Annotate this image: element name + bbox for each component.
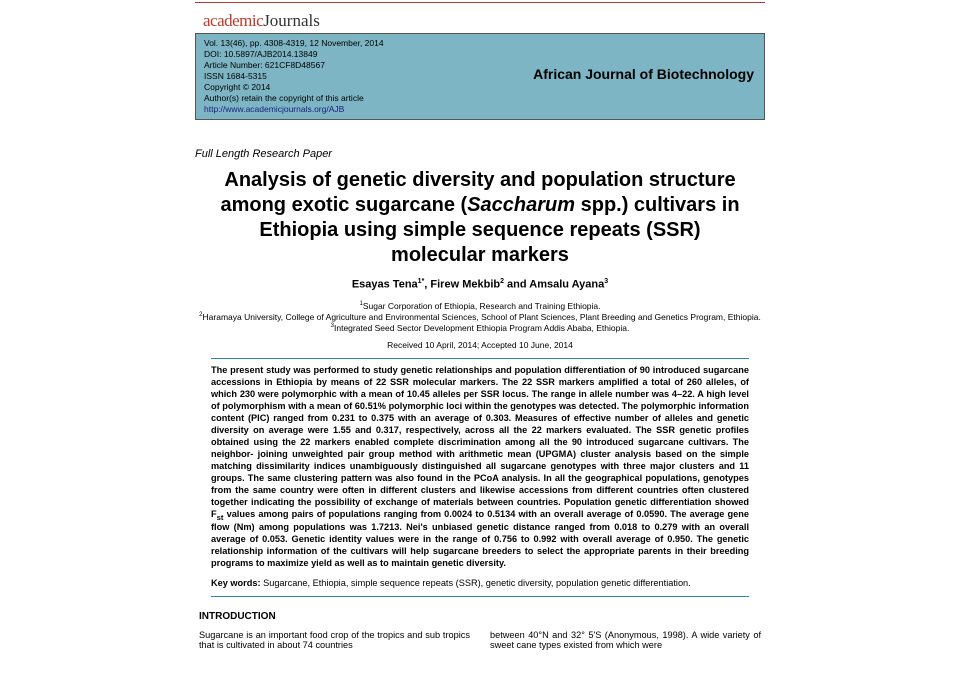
publication-info: Vol. 13(46), pp. 4308-4319, 12 November,… bbox=[204, 38, 535, 115]
rights-line: Author(s) retain the copyright of this a… bbox=[204, 93, 535, 104]
abstract-text: The present study was performed to study… bbox=[211, 365, 749, 568]
affil-2: 2Haramaya University, College of Agricul… bbox=[195, 312, 765, 323]
authors: Esayas Tena1*, Firew Mekbib2 and Amsalu … bbox=[195, 278, 765, 291]
keywords-text: Sugarcane, Ethiopia, simple sequence rep… bbox=[261, 578, 691, 588]
doi-line: DOI: 10.5897/AJB2014.13849 bbox=[204, 49, 535, 60]
affiliations: 1Sugar Corporation of Ethiopia, Research… bbox=[195, 301, 765, 334]
content-container: academicJournals Vol. 13(46), pp. 4308-4… bbox=[195, 2, 765, 650]
title-line-2a: among exotic sugarcane ( bbox=[220, 194, 467, 216]
title-line-4: molecular markers bbox=[391, 244, 569, 266]
introduction-heading: INTRODUCTION bbox=[199, 611, 765, 622]
journal-url[interactable]: http://www.academicjournals.org/AJB bbox=[204, 104, 344, 114]
title-line-3: Ethiopia using simple sequence repeats (… bbox=[259, 219, 700, 241]
intro-col-2: between 40°N and 32° 5'S (Anonymous, 199… bbox=[490, 630, 761, 650]
paper-page: academicJournals Vol. 13(46), pp. 4308-4… bbox=[0, 0, 960, 699]
header-box: Vol. 13(46), pp. 4308-4319, 12 November,… bbox=[195, 33, 765, 120]
affil-3: 3Integrated Seed Sector Development Ethi… bbox=[195, 323, 765, 334]
logo-prefix: academic bbox=[203, 11, 263, 30]
abstract-box: The present study was performed to study… bbox=[211, 358, 749, 597]
logo-suffix: Journals bbox=[263, 11, 320, 30]
title-line-1: Analysis of genetic diversity and popula… bbox=[224, 169, 735, 191]
title-italic: Saccharum bbox=[467, 194, 575, 216]
paper-title: Analysis of genetic diversity and popula… bbox=[195, 168, 765, 268]
volume-line: Vol. 13(46), pp. 4308-4319, 12 November,… bbox=[204, 38, 535, 49]
intro-columns: Sugarcane is an important food crop of t… bbox=[195, 630, 765, 650]
section-label: Full Length Research Paper bbox=[195, 148, 765, 160]
keywords-label: Key words: bbox=[211, 578, 261, 588]
journal-name: African Journal of Biotechnology bbox=[533, 66, 754, 82]
publisher-logo: academicJournals bbox=[195, 7, 765, 33]
issn-line: ISSN 1684-5315 bbox=[204, 71, 535, 82]
keywords-line: Key words: Sugarcane, Ethiopia, simple s… bbox=[211, 578, 749, 590]
article-number-line: Article Number: 621CF8D48567 bbox=[204, 60, 535, 71]
received-accepted: Received 10 April, 2014; Accepted 10 Jun… bbox=[195, 340, 765, 350]
affil-1: 1Sugar Corporation of Ethiopia, Research… bbox=[195, 301, 765, 312]
copyright-line: Copyright © 2014 bbox=[204, 82, 535, 93]
top-rule bbox=[195, 2, 765, 3]
intro-col-1: Sugarcane is an important food crop of t… bbox=[199, 630, 470, 650]
title-line-2b: spp.) cultivars in bbox=[575, 194, 739, 216]
